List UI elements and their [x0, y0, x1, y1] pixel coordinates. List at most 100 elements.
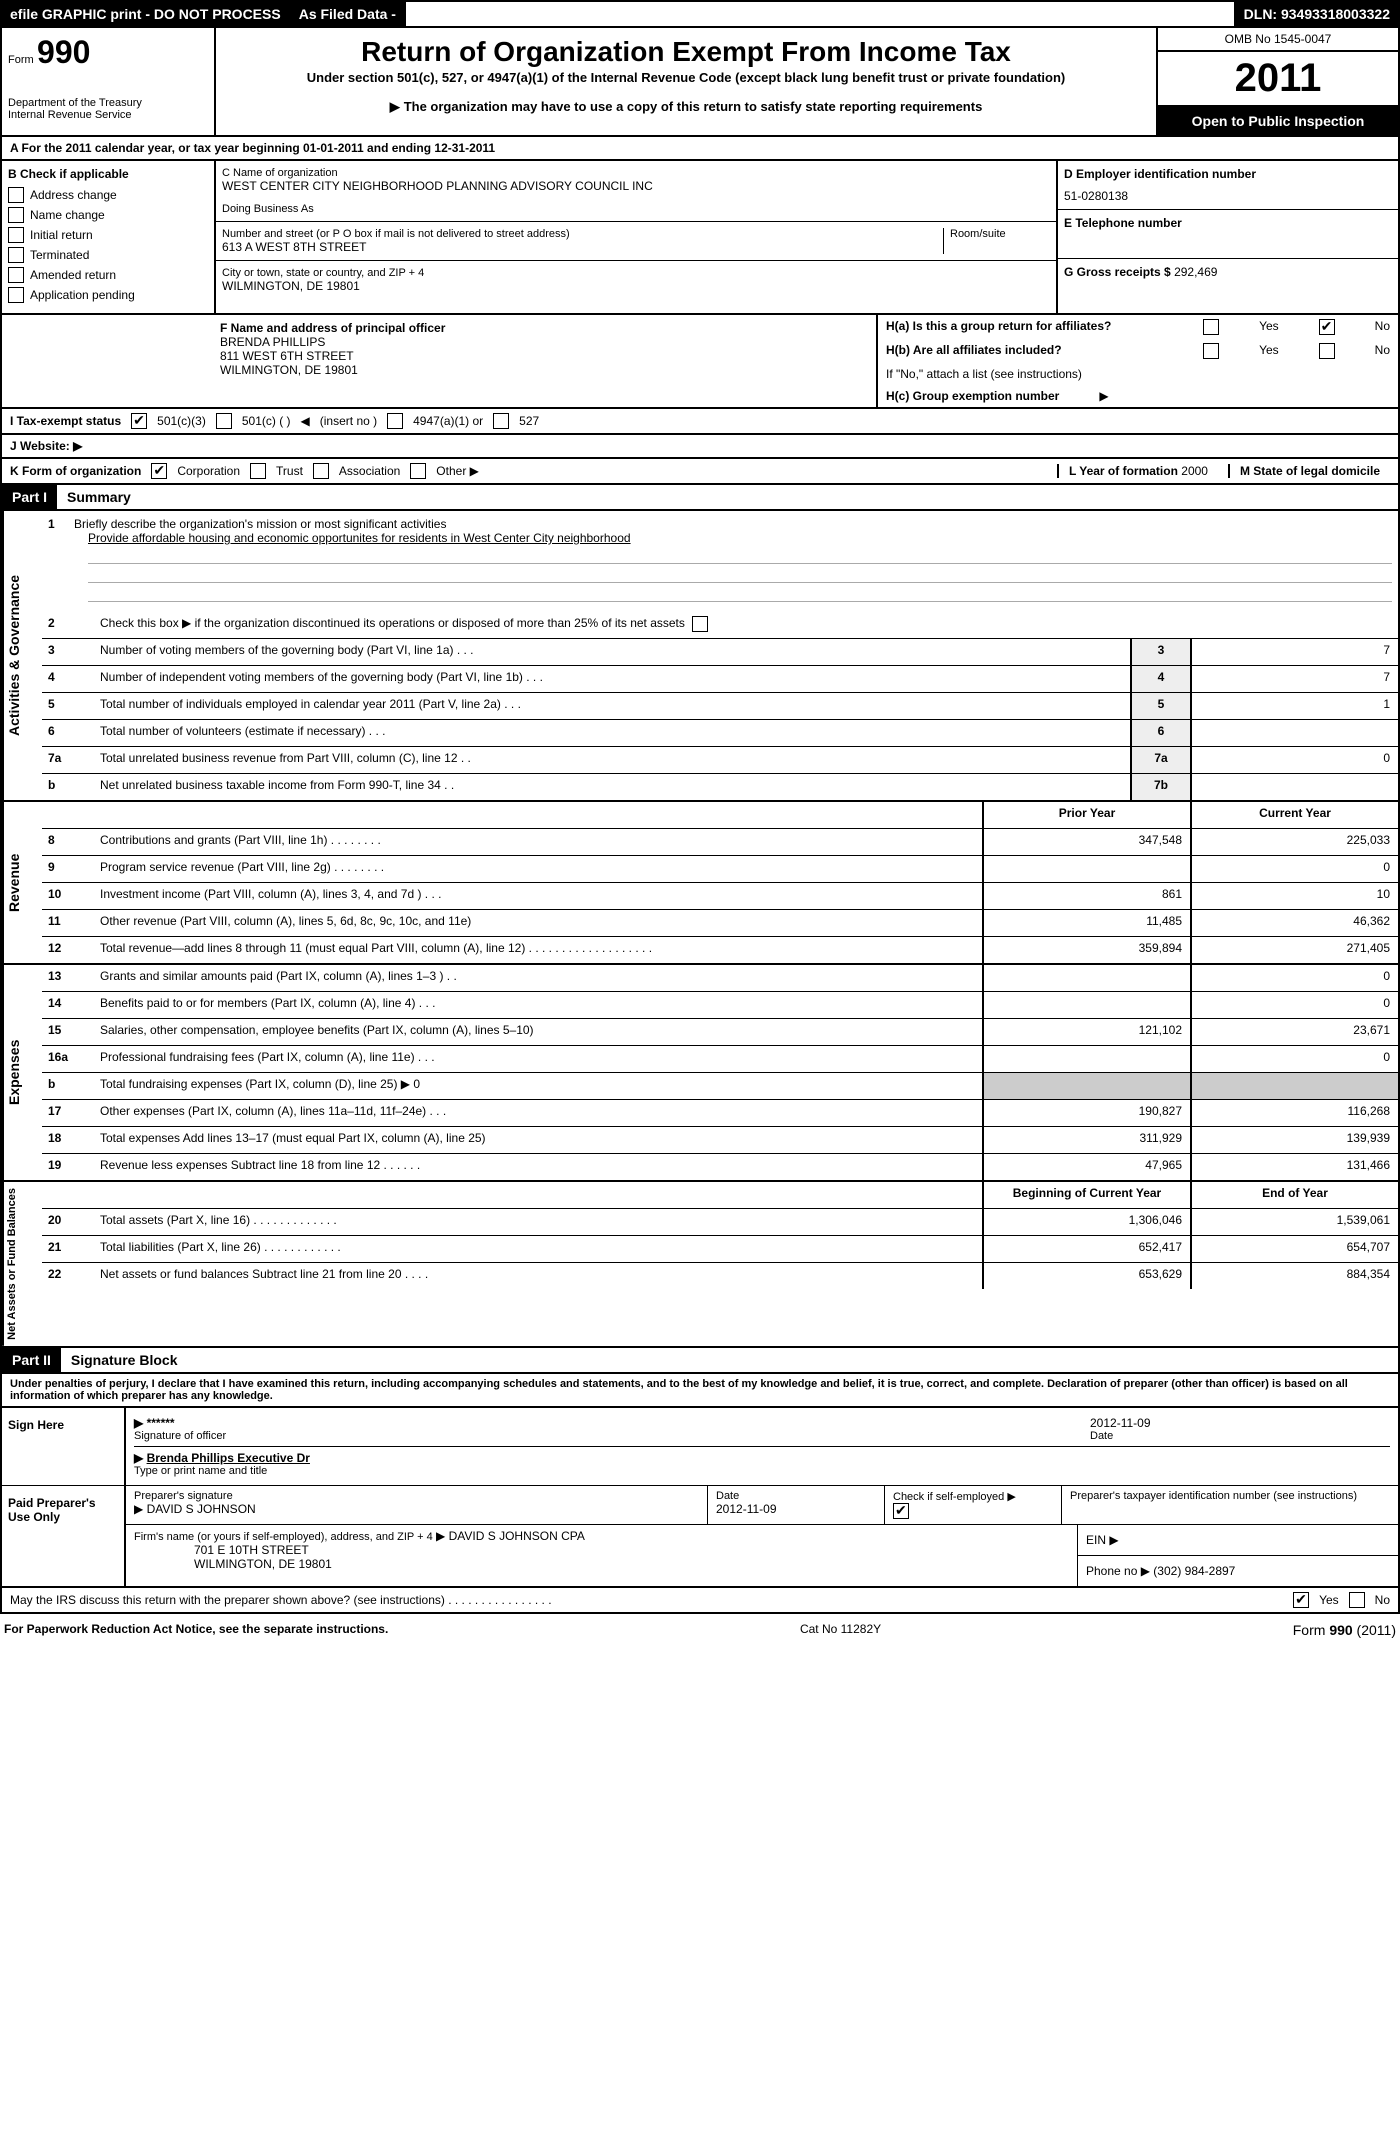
hb-note: If "No," attach a list (see instructions…	[886, 367, 1082, 381]
check-name-change[interactable]: Name change	[8, 207, 208, 223]
org-info-block: B Check if applicable Address change Nam…	[0, 161, 1400, 315]
line-2: Check this box ▶ if the organization dis…	[94, 612, 1398, 638]
form-header: Form 990 Department of the Treasury Inte…	[0, 28, 1400, 137]
form-number: 990	[37, 34, 90, 70]
hb-no-check[interactable]	[1319, 343, 1335, 359]
part-2-bar: Part II Signature Block	[0, 1348, 1400, 1374]
pra-notice: For Paperwork Reduction Act Notice, see …	[4, 1622, 388, 1638]
table-row: 14Benefits paid to or for members (Part …	[42, 992, 1398, 1019]
check-amended[interactable]: Amended return	[8, 267, 208, 283]
discuss-row: May the IRS discuss this return with the…	[0, 1588, 1400, 1614]
check-other[interactable]	[410, 463, 426, 479]
sign-here-label: Sign Here	[2, 1408, 126, 1485]
ein-value: 51-0280138	[1064, 189, 1392, 203]
ein-label: D Employer identification number	[1064, 167, 1392, 181]
officer-city: WILMINGTON, DE 19801	[220, 363, 870, 377]
hc-label: H(c) Group exemption number	[886, 389, 1059, 403]
val-7a: 0	[1190, 747, 1398, 773]
dba-label: Doing Business As	[222, 203, 1050, 215]
as-filed-label: As Filed Data -	[291, 2, 406, 26]
mission-text: Provide affordable housing and economic …	[42, 531, 1398, 545]
prep-sig-label: Preparer's signature	[134, 1490, 699, 1502]
officer-street: 811 WEST 6TH STREET	[220, 349, 870, 363]
check-corp[interactable]	[151, 463, 167, 479]
sig-officer-label: Signature of officer	[134, 1430, 1080, 1442]
officer-label: F Name and address of principal officer	[220, 321, 870, 335]
gross-label: G Gross receipts $	[1064, 265, 1171, 279]
row-j-website: J Website: ▶	[0, 435, 1400, 459]
dept-treasury: Department of the Treasury	[8, 97, 208, 109]
open-inspection: Open to Public Inspection	[1158, 107, 1398, 135]
check-4947[interactable]	[387, 413, 403, 429]
check-initial-return[interactable]: Initial return	[8, 227, 208, 243]
line-6: Total number of volunteers (estimate if …	[94, 720, 1130, 746]
vert-revenue: Revenue	[2, 802, 42, 963]
table-row: bTotal fundraising expenses (Part IX, co…	[42, 1073, 1398, 1100]
year-formation: 2000	[1181, 464, 1208, 478]
section-revenue: Revenue Prior Year Current Year 8Contrib…	[0, 802, 1400, 965]
line-2-check[interactable]	[692, 616, 708, 632]
sig-stars: ******	[147, 1416, 175, 1430]
section-activities-governance: Activities & Governance 1 Briefly descri…	[0, 511, 1400, 802]
type-print-label: Type or print name and title	[134, 1465, 1390, 1477]
firm-addr: 701 E 10TH STREET	[194, 1543, 1069, 1557]
form-title: Return of Organization Exempt From Incom…	[222, 36, 1150, 68]
check-501c3[interactable]	[131, 413, 147, 429]
check-527[interactable]	[493, 413, 509, 429]
ha-label: H(a) Is this a group return for affiliat…	[886, 319, 1163, 335]
row-k-form-org: K Form of organization Corporation Trust…	[0, 459, 1400, 485]
street-value: 613 A WEST 8TH STREET	[222, 240, 943, 254]
room-label: Room/suite	[950, 228, 1050, 240]
page-footer: For Paperwork Reduction Act Notice, see …	[0, 1614, 1400, 1646]
line-7a: Total unrelated business revenue from Pa…	[94, 747, 1130, 773]
perjury-statement: Under penalties of perjury, I declare th…	[0, 1374, 1400, 1408]
efile-topbar: efile GRAPHIC print - DO NOT PROCESS As …	[0, 0, 1400, 28]
check-501c[interactable]	[216, 413, 232, 429]
val-5: 1	[1190, 693, 1398, 719]
row-a-tax-year: A For the 2011 calendar year, or tax yea…	[0, 137, 1400, 161]
self-employed-label: Check if self-employed ▶	[893, 1490, 1053, 1503]
discuss-yes[interactable]	[1293, 1592, 1309, 1608]
col-b-header: B Check if applicable	[8, 167, 208, 181]
check-terminated[interactable]: Terminated	[8, 247, 208, 263]
row-k-label: K Form of organization	[10, 464, 141, 478]
line-7b: Net unrelated business taxable income fr…	[94, 774, 1130, 800]
ha-no-check[interactable]	[1319, 319, 1335, 335]
cat-number: Cat No 11282Y	[800, 1622, 881, 1638]
check-trust[interactable]	[250, 463, 266, 479]
efile-notice: efile GRAPHIC print - DO NOT PROCESS	[2, 2, 291, 26]
table-row: 12Total revenue—add lines 8 through 11 (…	[42, 937, 1398, 963]
officer-name-title: Brenda Phillips Executive Dr	[147, 1451, 310, 1465]
gross-value: 292,469	[1174, 265, 1217, 279]
check-address-change[interactable]: Address change	[8, 187, 208, 203]
header-right: OMB No 1545-0047 2011 Open to Public Ins…	[1156, 28, 1398, 135]
firm-city: WILMINGTON, DE 19801	[194, 1557, 1069, 1571]
spacer-b	[2, 315, 214, 407]
line-1-label: Briefly describe the organization's miss…	[74, 517, 446, 531]
table-row: 22Net assets or fund balances Subtract l…	[42, 1263, 1398, 1289]
val-4: 7	[1190, 666, 1398, 692]
omb-number: OMB No 1545-0047	[1158, 28, 1398, 52]
state-domicile-label: M State of legal domicile	[1240, 464, 1380, 478]
ha-yes-check[interactable]	[1203, 319, 1219, 335]
hdr-prior: Prior Year	[982, 802, 1190, 828]
part-1-label: Part I	[2, 485, 57, 509]
discuss-no[interactable]	[1349, 1592, 1365, 1608]
hb-label: H(b) Are all affiliates included?	[886, 343, 1163, 359]
check-assoc[interactable]	[313, 463, 329, 479]
col-c-org: C Name of organization WEST CENTER CITY …	[216, 161, 1056, 313]
self-employed-check[interactable]	[893, 1503, 909, 1519]
part-2-label: Part II	[2, 1348, 61, 1372]
part-1-bar: Part I Summary	[0, 485, 1400, 511]
table-row: 10Investment income (Part VIII, column (…	[42, 883, 1398, 910]
col-b-checkboxes: B Check if applicable Address change Nam…	[2, 161, 216, 313]
vert-netassets: Net Assets or Fund Balances	[2, 1182, 42, 1346]
check-app-pending[interactable]: Application pending	[8, 287, 208, 303]
col-f-officer: F Name and address of principal officer …	[214, 315, 878, 407]
table-row: 15Salaries, other compensation, employee…	[42, 1019, 1398, 1046]
hb-yes-check[interactable]	[1203, 343, 1219, 359]
table-row: 13Grants and similar amounts paid (Part …	[42, 965, 1398, 992]
ptin-label: Preparer's taxpayer identification numbe…	[1070, 1490, 1390, 1502]
dln-value: 93493318003322	[1281, 6, 1390, 22]
table-row: 11Other revenue (Part VIII, column (A), …	[42, 910, 1398, 937]
